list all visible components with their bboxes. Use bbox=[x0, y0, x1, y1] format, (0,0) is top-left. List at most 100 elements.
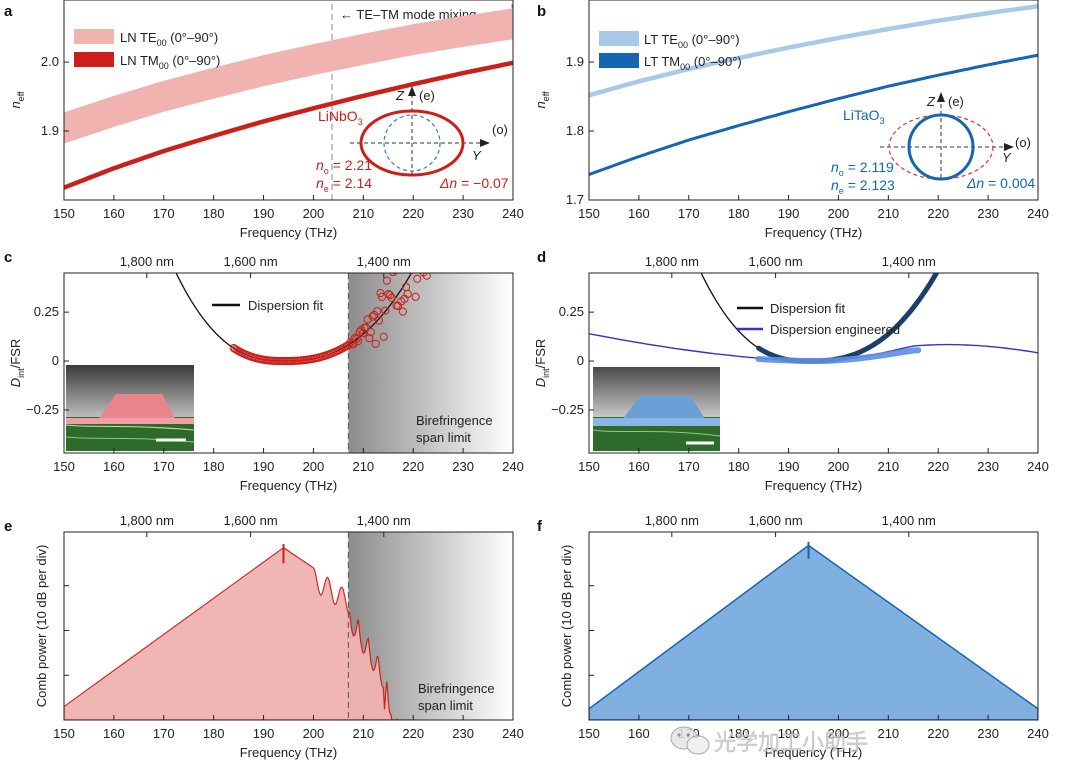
y-tick-label: −0.25 bbox=[26, 402, 59, 417]
y-axis-label: Dint/FSR bbox=[533, 339, 551, 388]
data-point bbox=[411, 292, 420, 301]
legend-swatch-ln-tm bbox=[74, 52, 114, 67]
lt-te-line bbox=[589, 3, 1038, 98]
y-axis-label-main: n bbox=[533, 101, 548, 108]
data-point bbox=[422, 273, 431, 280]
comb-spectrum-lt bbox=[589, 544, 1038, 720]
sem-waveguide-c bbox=[98, 394, 176, 420]
wechat-icon bbox=[670, 726, 710, 755]
x-tick-label: 230 bbox=[977, 726, 999, 741]
plot-area-c bbox=[175, 0, 504, 366]
top-tick-label: 1,400 nm bbox=[357, 254, 411, 269]
panel-label-f: f bbox=[537, 518, 543, 535]
data-point bbox=[497, 0, 504, 6]
x-tick-label: 240 bbox=[1027, 206, 1049, 221]
no-value-b: no = 2.119 bbox=[831, 159, 894, 178]
index-ellipse-inset-a: LiNbO3 Z (e) (o) Y no = 2.21 ne = 2.14 Δ… bbox=[316, 86, 509, 194]
plot-area-f bbox=[589, 541, 1038, 720]
data-point bbox=[428, 219, 435, 226]
data-point bbox=[482, 105, 489, 112]
legend-a: LN TE00 (0°–90°) LN TM00 (0°–90°) bbox=[74, 29, 220, 71]
z-axis-label-a: Z bbox=[395, 88, 405, 103]
data-point bbox=[415, 252, 422, 259]
data-point bbox=[438, 219, 445, 226]
birefringence-region-c bbox=[348, 273, 513, 453]
e-axis-label-a: (e) bbox=[419, 88, 435, 103]
data-point bbox=[362, 323, 371, 332]
top-tick-label: 1,800 nm bbox=[645, 254, 699, 269]
sem-waveguide-d bbox=[622, 396, 706, 420]
data-point bbox=[365, 334, 374, 343]
x-tick-label: 200 bbox=[303, 206, 325, 221]
top-tick-label: 1,400 nm bbox=[357, 513, 411, 528]
y-axis-label-main: D bbox=[533, 378, 548, 387]
y-axis-label-main: n bbox=[8, 101, 23, 108]
x-tick-label: 160 bbox=[628, 206, 650, 221]
x-tick-label: 190 bbox=[778, 459, 800, 474]
plot-area-b bbox=[589, 3, 1038, 176]
data-point bbox=[374, 316, 383, 325]
data-point bbox=[410, 238, 417, 245]
y-axis-label-sub: int bbox=[541, 368, 551, 378]
mode-mixing-arrow-left: ← bbox=[340, 7, 356, 22]
ne-value-b: ne = 2.123 bbox=[831, 177, 895, 196]
lt-tm-line bbox=[589, 53, 1038, 176]
sem-texture-d bbox=[592, 429, 721, 437]
y-axis-label: Comb power (10 dB per div) bbox=[559, 545, 574, 708]
top-tick-label: 1,600 nm bbox=[748, 254, 802, 269]
data-point bbox=[476, 129, 483, 136]
plot-frame bbox=[63, 272, 514, 454]
x-tick-label: 190 bbox=[253, 206, 275, 221]
legend-swatch-ln-te bbox=[74, 29, 114, 44]
dn-value-b: Δn = 0.004 bbox=[966, 175, 1035, 191]
data-point bbox=[376, 288, 385, 298]
y-tick-label: 1.9 bbox=[41, 123, 59, 138]
data-point bbox=[479, 121, 486, 128]
data-point bbox=[418, 256, 425, 263]
x-tick-label: 170 bbox=[153, 459, 175, 474]
index-ellipse-inset-b: LiTaO3 Z (e) (o) Y no = 2.119 ne = 2.123… bbox=[831, 92, 1035, 196]
data-point bbox=[382, 276, 391, 285]
data-point bbox=[473, 92, 480, 99]
x-tick-label: 240 bbox=[502, 459, 524, 474]
data-point bbox=[426, 245, 433, 252]
no-value-a: no = 2.21 bbox=[316, 157, 372, 176]
x-tick-label: 180 bbox=[203, 206, 225, 221]
data-point bbox=[469, 134, 476, 141]
data-point bbox=[460, 120, 467, 127]
x-tick-label: 240 bbox=[1027, 726, 1049, 741]
x-tick-label: 210 bbox=[352, 206, 374, 221]
x-tick-label: 160 bbox=[628, 459, 650, 474]
o-axis-label-b: (o) bbox=[1015, 135, 1031, 150]
x-tick-label: 170 bbox=[153, 206, 175, 221]
axes-f: 150160170180190200210220230240Frequency … bbox=[559, 513, 1049, 760]
axes-b: 150 160 170 180 190 200 210 220 230 240 Frequency … bbox=[533, 0, 1049, 240]
legend-b: LT TE00 (0°–90°) LT TM00 (0°–90°) bbox=[599, 31, 742, 72]
data-point bbox=[413, 274, 422, 283]
birefringence-label-e: Birefringence span limit bbox=[418, 681, 498, 713]
panel-a: a ← TE–TM mode mixing → LN TE00 (0°–90°)… bbox=[4, 0, 524, 240]
x-tick-label: 210 bbox=[877, 206, 899, 221]
data-point bbox=[477, 74, 484, 81]
x-tick-label: 240 bbox=[502, 206, 524, 221]
y-tick-label: 0 bbox=[52, 353, 59, 368]
y-tick-label: 0.25 bbox=[559, 304, 584, 319]
y-axis-label: Dint/FSR bbox=[8, 339, 26, 388]
data-point bbox=[398, 307, 407, 316]
sem-inset-c bbox=[65, 365, 195, 451]
panel-b: b LT TE00 (0°–90°) LT TM00 (0°–90°) LiTa… bbox=[533, 0, 1049, 240]
sem-texture-c bbox=[65, 424, 195, 431]
x-tick-label: 200 bbox=[303, 459, 325, 474]
data-point bbox=[344, 340, 353, 350]
watermark: 光学加工小助手 bbox=[670, 726, 868, 755]
x-axis-label: Frequency (THz) bbox=[240, 745, 338, 760]
top-tick-label: 1,400 nm bbox=[882, 513, 936, 528]
legend-engineered-d: Dispersion engineered bbox=[770, 322, 900, 337]
data-point bbox=[442, 195, 449, 202]
data-point bbox=[368, 312, 377, 321]
dn-value-a: Δn = −0.07 bbox=[439, 175, 509, 191]
x-tick-label: 150 bbox=[578, 459, 600, 474]
data-point bbox=[466, 126, 473, 133]
data-point bbox=[462, 154, 469, 161]
data-point bbox=[389, 273, 398, 277]
